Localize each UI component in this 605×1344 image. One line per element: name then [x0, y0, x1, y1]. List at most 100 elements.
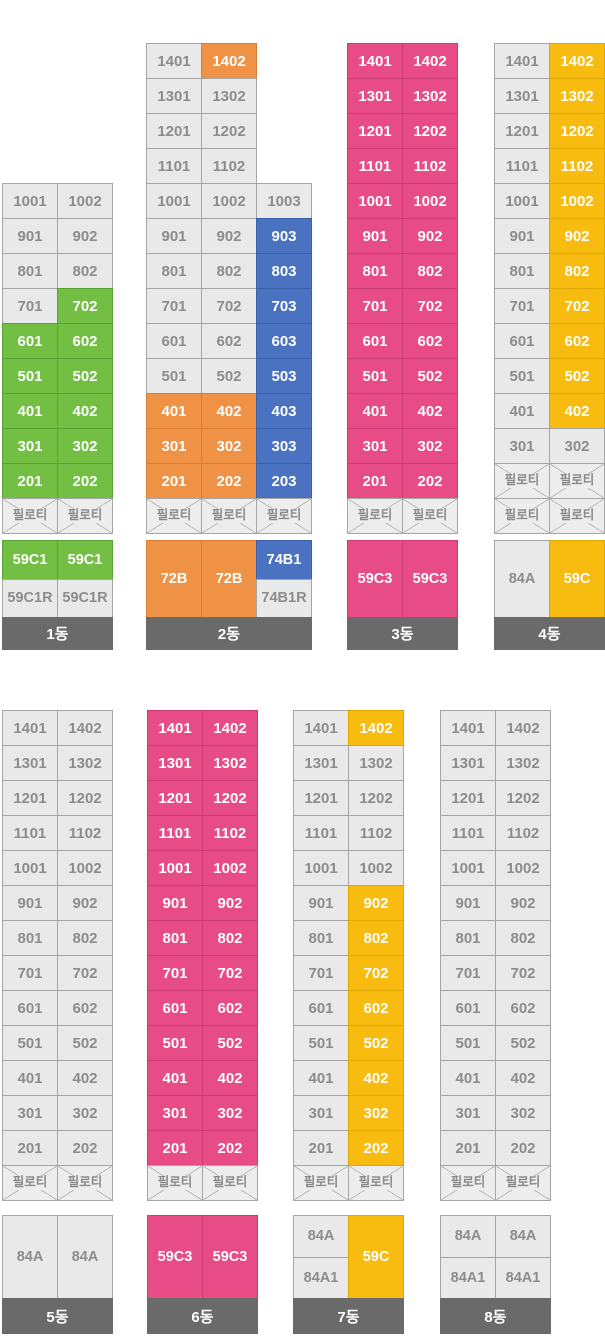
unit-8-701[interactable]: 701 [440, 955, 496, 991]
unit-2-901[interactable]: 901 [146, 218, 202, 254]
unit-5-402[interactable]: 402 [57, 1060, 113, 1096]
unit-1-802[interactable]: 802 [57, 253, 113, 289]
unit-7-701[interactable]: 701 [293, 955, 349, 991]
unit-4-901[interactable]: 901 [494, 218, 550, 254]
unit-4-301[interactable]: 301 [494, 428, 550, 464]
unit-7-501[interactable]: 501 [293, 1025, 349, 1061]
unit-6-1001[interactable]: 1001 [147, 850, 203, 886]
unit-3-901[interactable]: 901 [347, 218, 403, 254]
unit-3-402[interactable]: 402 [402, 393, 458, 429]
unit-3-1302[interactable]: 1302 [402, 78, 458, 114]
unit-4-1201[interactable]: 1201 [494, 113, 550, 149]
unit-6-201[interactable]: 201 [147, 1130, 203, 1166]
unit-1-1002[interactable]: 1002 [57, 183, 113, 219]
unit-7-202[interactable]: 202 [348, 1130, 404, 1166]
unit-2-503[interactable]: 503 [256, 358, 312, 394]
unit-1-302[interactable]: 302 [57, 428, 113, 464]
unit-5-802[interactable]: 802 [57, 920, 113, 956]
unit-1-702[interactable]: 702 [57, 288, 113, 324]
unit-2-502[interactable]: 502 [201, 358, 257, 394]
unit-8-401[interactable]: 401 [440, 1060, 496, 1096]
unit-8-402[interactable]: 402 [495, 1060, 551, 1096]
unit-6-701[interactable]: 701 [147, 955, 203, 991]
unit-3-701[interactable]: 701 [347, 288, 403, 324]
unit-6-702[interactable]: 702 [202, 955, 258, 991]
unit-6-301[interactable]: 301 [147, 1095, 203, 1131]
unit-3-1301[interactable]: 1301 [347, 78, 403, 114]
unit-5-1301[interactable]: 1301 [2, 745, 58, 781]
unit-5-501[interactable]: 501 [2, 1025, 58, 1061]
unit-3-602[interactable]: 602 [402, 323, 458, 359]
unit-1-401[interactable]: 401 [2, 393, 58, 429]
unit-6-302[interactable]: 302 [202, 1095, 258, 1131]
unit-5-1102[interactable]: 1102 [57, 815, 113, 851]
unit-1-601[interactable]: 601 [2, 323, 58, 359]
unit-7-901[interactable]: 901 [293, 885, 349, 921]
unit-8-201[interactable]: 201 [440, 1130, 496, 1166]
unit-8-301[interactable]: 301 [440, 1095, 496, 1131]
unit-3-502[interactable]: 502 [402, 358, 458, 394]
unit-2-603[interactable]: 603 [256, 323, 312, 359]
unit-3-302[interactable]: 302 [402, 428, 458, 464]
unit-3-202[interactable]: 202 [402, 463, 458, 499]
unit-2-1302[interactable]: 1302 [201, 78, 257, 114]
unit-8-1102[interactable]: 1102 [495, 815, 551, 851]
unit-8-1302[interactable]: 1302 [495, 745, 551, 781]
unit-7-1102[interactable]: 1102 [348, 815, 404, 851]
unit-2-1003[interactable]: 1003 [256, 183, 312, 219]
unit-3-1001[interactable]: 1001 [347, 183, 403, 219]
unit-2-1101[interactable]: 1101 [146, 148, 202, 184]
unit-6-202[interactable]: 202 [202, 1130, 258, 1166]
unit-7-401[interactable]: 401 [293, 1060, 349, 1096]
unit-7-1202[interactable]: 1202 [348, 780, 404, 816]
unit-3-1201[interactable]: 1201 [347, 113, 403, 149]
unit-6-501[interactable]: 501 [147, 1025, 203, 1061]
unit-5-1101[interactable]: 1101 [2, 815, 58, 851]
unit-4-502[interactable]: 502 [549, 358, 605, 394]
unit-1-902[interactable]: 902 [57, 218, 113, 254]
unit-1-301[interactable]: 301 [2, 428, 58, 464]
unit-2-201[interactable]: 201 [146, 463, 202, 499]
unit-5-701[interactable]: 701 [2, 955, 58, 991]
unit-5-1302[interactable]: 1302 [57, 745, 113, 781]
unit-5-401[interactable]: 401 [2, 1060, 58, 1096]
unit-8-501[interactable]: 501 [440, 1025, 496, 1061]
unit-7-301[interactable]: 301 [293, 1095, 349, 1131]
unit-8-1201[interactable]: 1201 [440, 780, 496, 816]
unit-4-801[interactable]: 801 [494, 253, 550, 289]
unit-8-1001[interactable]: 1001 [440, 850, 496, 886]
unit-6-401[interactable]: 401 [147, 1060, 203, 1096]
unit-1-1001[interactable]: 1001 [2, 183, 58, 219]
unit-4-701[interactable]: 701 [494, 288, 550, 324]
unit-5-1202[interactable]: 1202 [57, 780, 113, 816]
unit-6-1302[interactable]: 1302 [202, 745, 258, 781]
unit-6-902[interactable]: 902 [202, 885, 258, 921]
unit-5-1401[interactable]: 1401 [2, 710, 58, 746]
unit-8-1402[interactable]: 1402 [495, 710, 551, 746]
unit-4-1102[interactable]: 1102 [549, 148, 605, 184]
unit-7-302[interactable]: 302 [348, 1095, 404, 1131]
unit-5-702[interactable]: 702 [57, 955, 113, 991]
unit-4-302[interactable]: 302 [549, 428, 605, 464]
unit-2-202[interactable]: 202 [201, 463, 257, 499]
unit-7-201[interactable]: 201 [293, 1130, 349, 1166]
unit-6-1402[interactable]: 1402 [202, 710, 258, 746]
unit-8-202[interactable]: 202 [495, 1130, 551, 1166]
unit-2-301[interactable]: 301 [146, 428, 202, 464]
unit-7-602[interactable]: 602 [348, 990, 404, 1026]
unit-7-1001[interactable]: 1001 [293, 850, 349, 886]
unit-2-902[interactable]: 902 [201, 218, 257, 254]
unit-4-1301[interactable]: 1301 [494, 78, 550, 114]
unit-2-602[interactable]: 602 [201, 323, 257, 359]
unit-7-1401[interactable]: 1401 [293, 710, 349, 746]
unit-7-802[interactable]: 802 [348, 920, 404, 956]
unit-3-902[interactable]: 902 [402, 218, 458, 254]
unit-7-702[interactable]: 702 [348, 955, 404, 991]
unit-2-203[interactable]: 203 [256, 463, 312, 499]
unit-4-802[interactable]: 802 [549, 253, 605, 289]
unit-4-1302[interactable]: 1302 [549, 78, 605, 114]
unit-8-602[interactable]: 602 [495, 990, 551, 1026]
unit-1-502[interactable]: 502 [57, 358, 113, 394]
unit-3-301[interactable]: 301 [347, 428, 403, 464]
unit-3-1202[interactable]: 1202 [402, 113, 458, 149]
